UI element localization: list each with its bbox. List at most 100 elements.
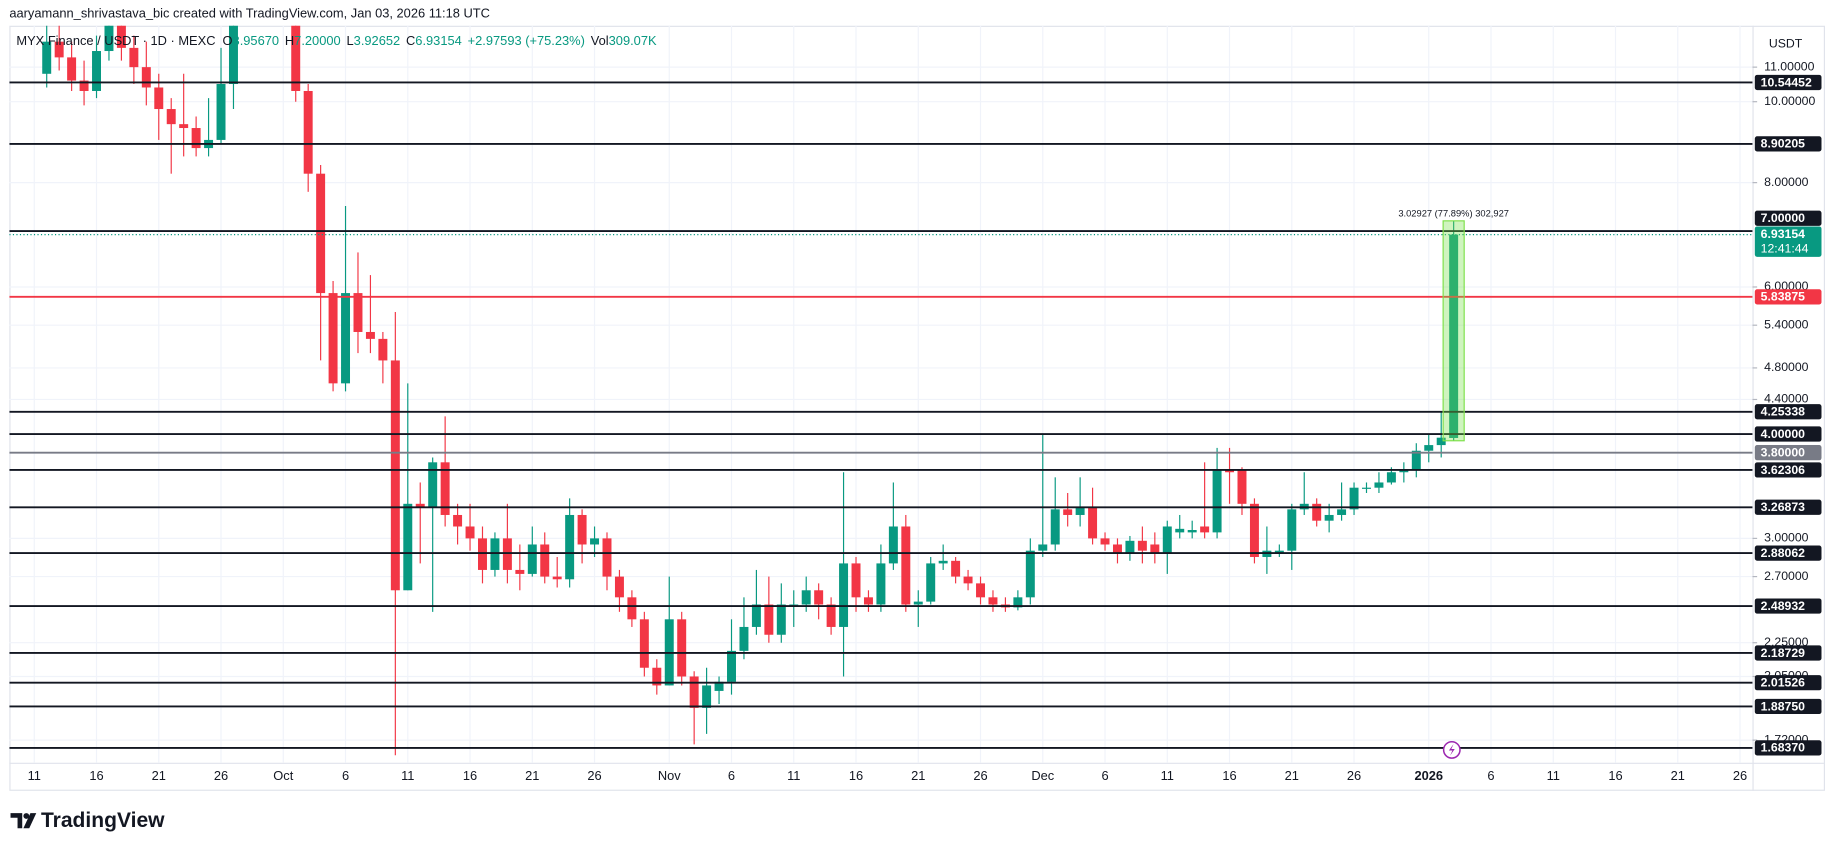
overlay: 3.02927 (77.89%) 302,927: [1398, 209, 1509, 442]
candle-body: [839, 563, 849, 627]
y-tick-label: 2.70000: [1764, 569, 1809, 583]
candle-body: [1013, 597, 1023, 608]
legend-value: 7.20000: [294, 34, 340, 49]
line-label: 2.18729: [1761, 646, 1806, 660]
candle-body: [527, 544, 537, 574]
x-tick-label: Oct: [273, 768, 293, 783]
candle-body: [141, 67, 151, 88]
line-label: 2.48932: [1761, 599, 1806, 613]
candle-body: [913, 601, 923, 605]
candle-body: [789, 604, 799, 606]
x-tick-label: 21: [152, 768, 166, 783]
candle-body: [1038, 544, 1048, 551]
candle-body: [1125, 540, 1135, 554]
candle-body: [1112, 544, 1122, 554]
candle-body: [901, 526, 911, 605]
candle-body: [415, 503, 425, 508]
candle-body: [54, 41, 64, 58]
x-tick-label: 16: [849, 768, 863, 783]
candle-body: [465, 526, 475, 539]
candle-body: [1411, 450, 1421, 471]
x-tick-label: 16: [89, 768, 103, 783]
candle-body: [1312, 503, 1322, 521]
candle-body: [502, 538, 512, 570]
legend-value: 3.92652: [354, 34, 400, 49]
y-tick-label: 4.80000: [1764, 360, 1809, 374]
x-tick-label: 21: [1285, 768, 1299, 783]
candle-body: [801, 590, 811, 605]
line-label-box: [1754, 426, 1822, 442]
candle-body: [727, 650, 736, 682]
line-label: 7.00000: [1761, 211, 1806, 225]
candle-body: [602, 538, 612, 577]
x-tick-label: 21: [525, 768, 539, 783]
candle-body: [577, 514, 587, 545]
line-label: 10.54452: [1761, 75, 1812, 89]
candle-body: [291, 25, 301, 91]
candle-body: [1449, 234, 1459, 438]
line-label-box: [1754, 698, 1822, 715]
candle-body: [179, 124, 189, 129]
candle-body: [988, 597, 998, 605]
x-tick-label: 26: [587, 768, 601, 783]
line-label: 4.00000: [1761, 427, 1806, 441]
candle-body: [826, 604, 836, 627]
currency-label: USDT: [1769, 37, 1803, 51]
x-tick-label: 6: [1101, 768, 1108, 783]
legend: MYX Finance / USDT · 1D · MEXC O3.95670 H7…: [16, 34, 657, 49]
line-label: 3.62306: [1761, 463, 1806, 477]
x-tick-label: 6: [728, 768, 735, 783]
x-tick-label: 26: [1347, 768, 1361, 783]
candle-body: [938, 560, 948, 564]
candle-body: [316, 173, 326, 294]
candle-body: [1050, 509, 1060, 545]
candle-body: [565, 514, 575, 580]
candle-body: [1088, 507, 1098, 539]
candle-body: [42, 41, 52, 74]
x-tick-label: 26: [214, 768, 228, 783]
line-label-box: [1754, 404, 1822, 420]
candle-body: [951, 560, 961, 577]
x-tick-label: 16: [1222, 768, 1236, 783]
y-tick-label: 8.00000: [1764, 175, 1809, 189]
candle-body: [739, 626, 749, 651]
line-label-box: [1754, 289, 1822, 305]
line-label: 4.25338: [1761, 405, 1806, 419]
price-axis: 11.0000010.000008.000006.000005.400004.8…: [1752, 59, 1822, 756]
legend-symbol: MYX Finance / USDT · 1D · MEXC: [16, 34, 215, 49]
candle-body: [1137, 540, 1147, 551]
candle-body: [764, 604, 774, 635]
x-tick-label: 11: [28, 768, 41, 783]
x-tick-label: 16: [463, 768, 477, 783]
x-tick-label: 26: [1733, 768, 1747, 783]
x-tick-label: 11: [787, 768, 800, 783]
candles: [42, 25, 1459, 756]
candle-body: [403, 503, 413, 591]
x-tick-label: 6: [1487, 768, 1494, 783]
candle-body: [1025, 550, 1035, 598]
price-label-box: [1754, 226, 1822, 257]
candle-body: [614, 576, 624, 598]
x-tick-label: Nov: [658, 768, 681, 783]
line-label-box: [1754, 740, 1822, 756]
candle-body: [1212, 470, 1222, 533]
line-label-box: [1754, 545, 1822, 561]
legend-value: 309.07K: [609, 34, 657, 49]
line-label: 3.26873: [1761, 500, 1806, 514]
grid: [9, 25, 1753, 763]
candle-body: [1424, 445, 1434, 451]
candle-body: [67, 57, 77, 81]
candle-body: [639, 619, 649, 668]
candle-body: [1187, 530, 1197, 533]
candle-body: [1399, 470, 1409, 473]
candle-body: [303, 90, 313, 174]
candle-body: [478, 538, 487, 570]
candle-body: [1237, 470, 1247, 504]
line-label: 1.68370: [1761, 741, 1806, 755]
candle-body: [851, 563, 861, 598]
candle-body: [129, 47, 139, 68]
candle-body: [863, 597, 873, 605]
y-tick-label: 5.40000: [1764, 317, 1809, 331]
